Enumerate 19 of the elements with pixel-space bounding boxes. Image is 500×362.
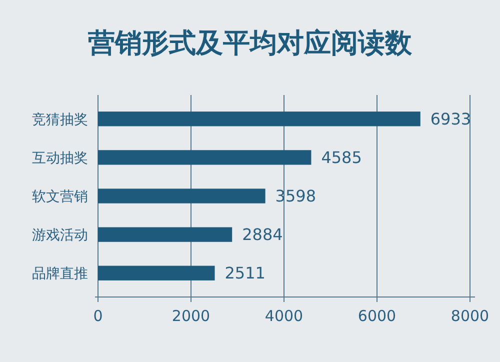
bar bbox=[98, 112, 420, 126]
x-tick-label: 4000 bbox=[264, 307, 304, 325]
x-tick-label: 2000 bbox=[172, 307, 210, 325]
chart-title: 营销形式及平均对应阅读数 bbox=[87, 28, 413, 59]
y-tick-label: 互动抽奖 bbox=[32, 150, 88, 166]
data-label: 2511 bbox=[224, 264, 266, 283]
data-label: 2884 bbox=[242, 225, 283, 244]
y-tick-label: 竞猜抽奖 bbox=[32, 112, 88, 128]
x-tick-label: 8000 bbox=[450, 307, 490, 325]
bar bbox=[98, 150, 312, 165]
y-tick-label: 游戏活动 bbox=[32, 227, 88, 244]
y-tick-label: 软文营销 bbox=[32, 188, 88, 205]
data-label: 4585 bbox=[321, 148, 362, 168]
bar bbox=[98, 266, 215, 280]
bar bbox=[98, 227, 232, 242]
x-tick-label: 0 bbox=[93, 307, 103, 325]
y-tick-label: 品牌直推 bbox=[32, 266, 88, 282]
x-tick-label: 6000 bbox=[358, 307, 396, 325]
bar bbox=[98, 188, 266, 204]
